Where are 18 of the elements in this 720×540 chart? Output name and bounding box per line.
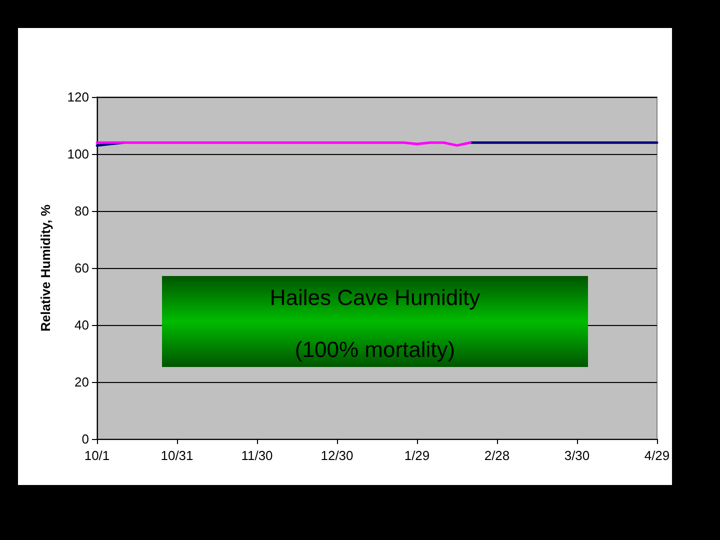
annotation: (100% mortality) xyxy=(294,336,456,364)
x-tick-label: 4/29 xyxy=(644,448,670,463)
x-tick-label: 3/30 xyxy=(564,448,590,463)
y-tick-label: 80 xyxy=(74,204,89,218)
annotation: Hailes Cave Humidity xyxy=(268,284,482,312)
y-tick-label: 100 xyxy=(67,146,89,162)
y-tick-label: 0 xyxy=(82,432,89,446)
x-tick-label: 12/30 xyxy=(320,448,354,463)
x-tick-label: 10/1 xyxy=(84,448,110,463)
y-tick-label: 40 xyxy=(74,318,89,332)
y-tick-label: 20 xyxy=(74,374,89,390)
x-tick-label: 1/29 xyxy=(404,448,430,463)
x-tick-label: 2/28 xyxy=(484,448,510,463)
y-tick-label: 120 xyxy=(67,90,89,104)
x-tick-label: 11/30 xyxy=(241,448,273,463)
y-axis-title: Relative Humidity, % xyxy=(38,204,53,332)
y-tick-label: 60 xyxy=(74,260,89,276)
x-tick-label: 10/31 xyxy=(160,448,194,463)
